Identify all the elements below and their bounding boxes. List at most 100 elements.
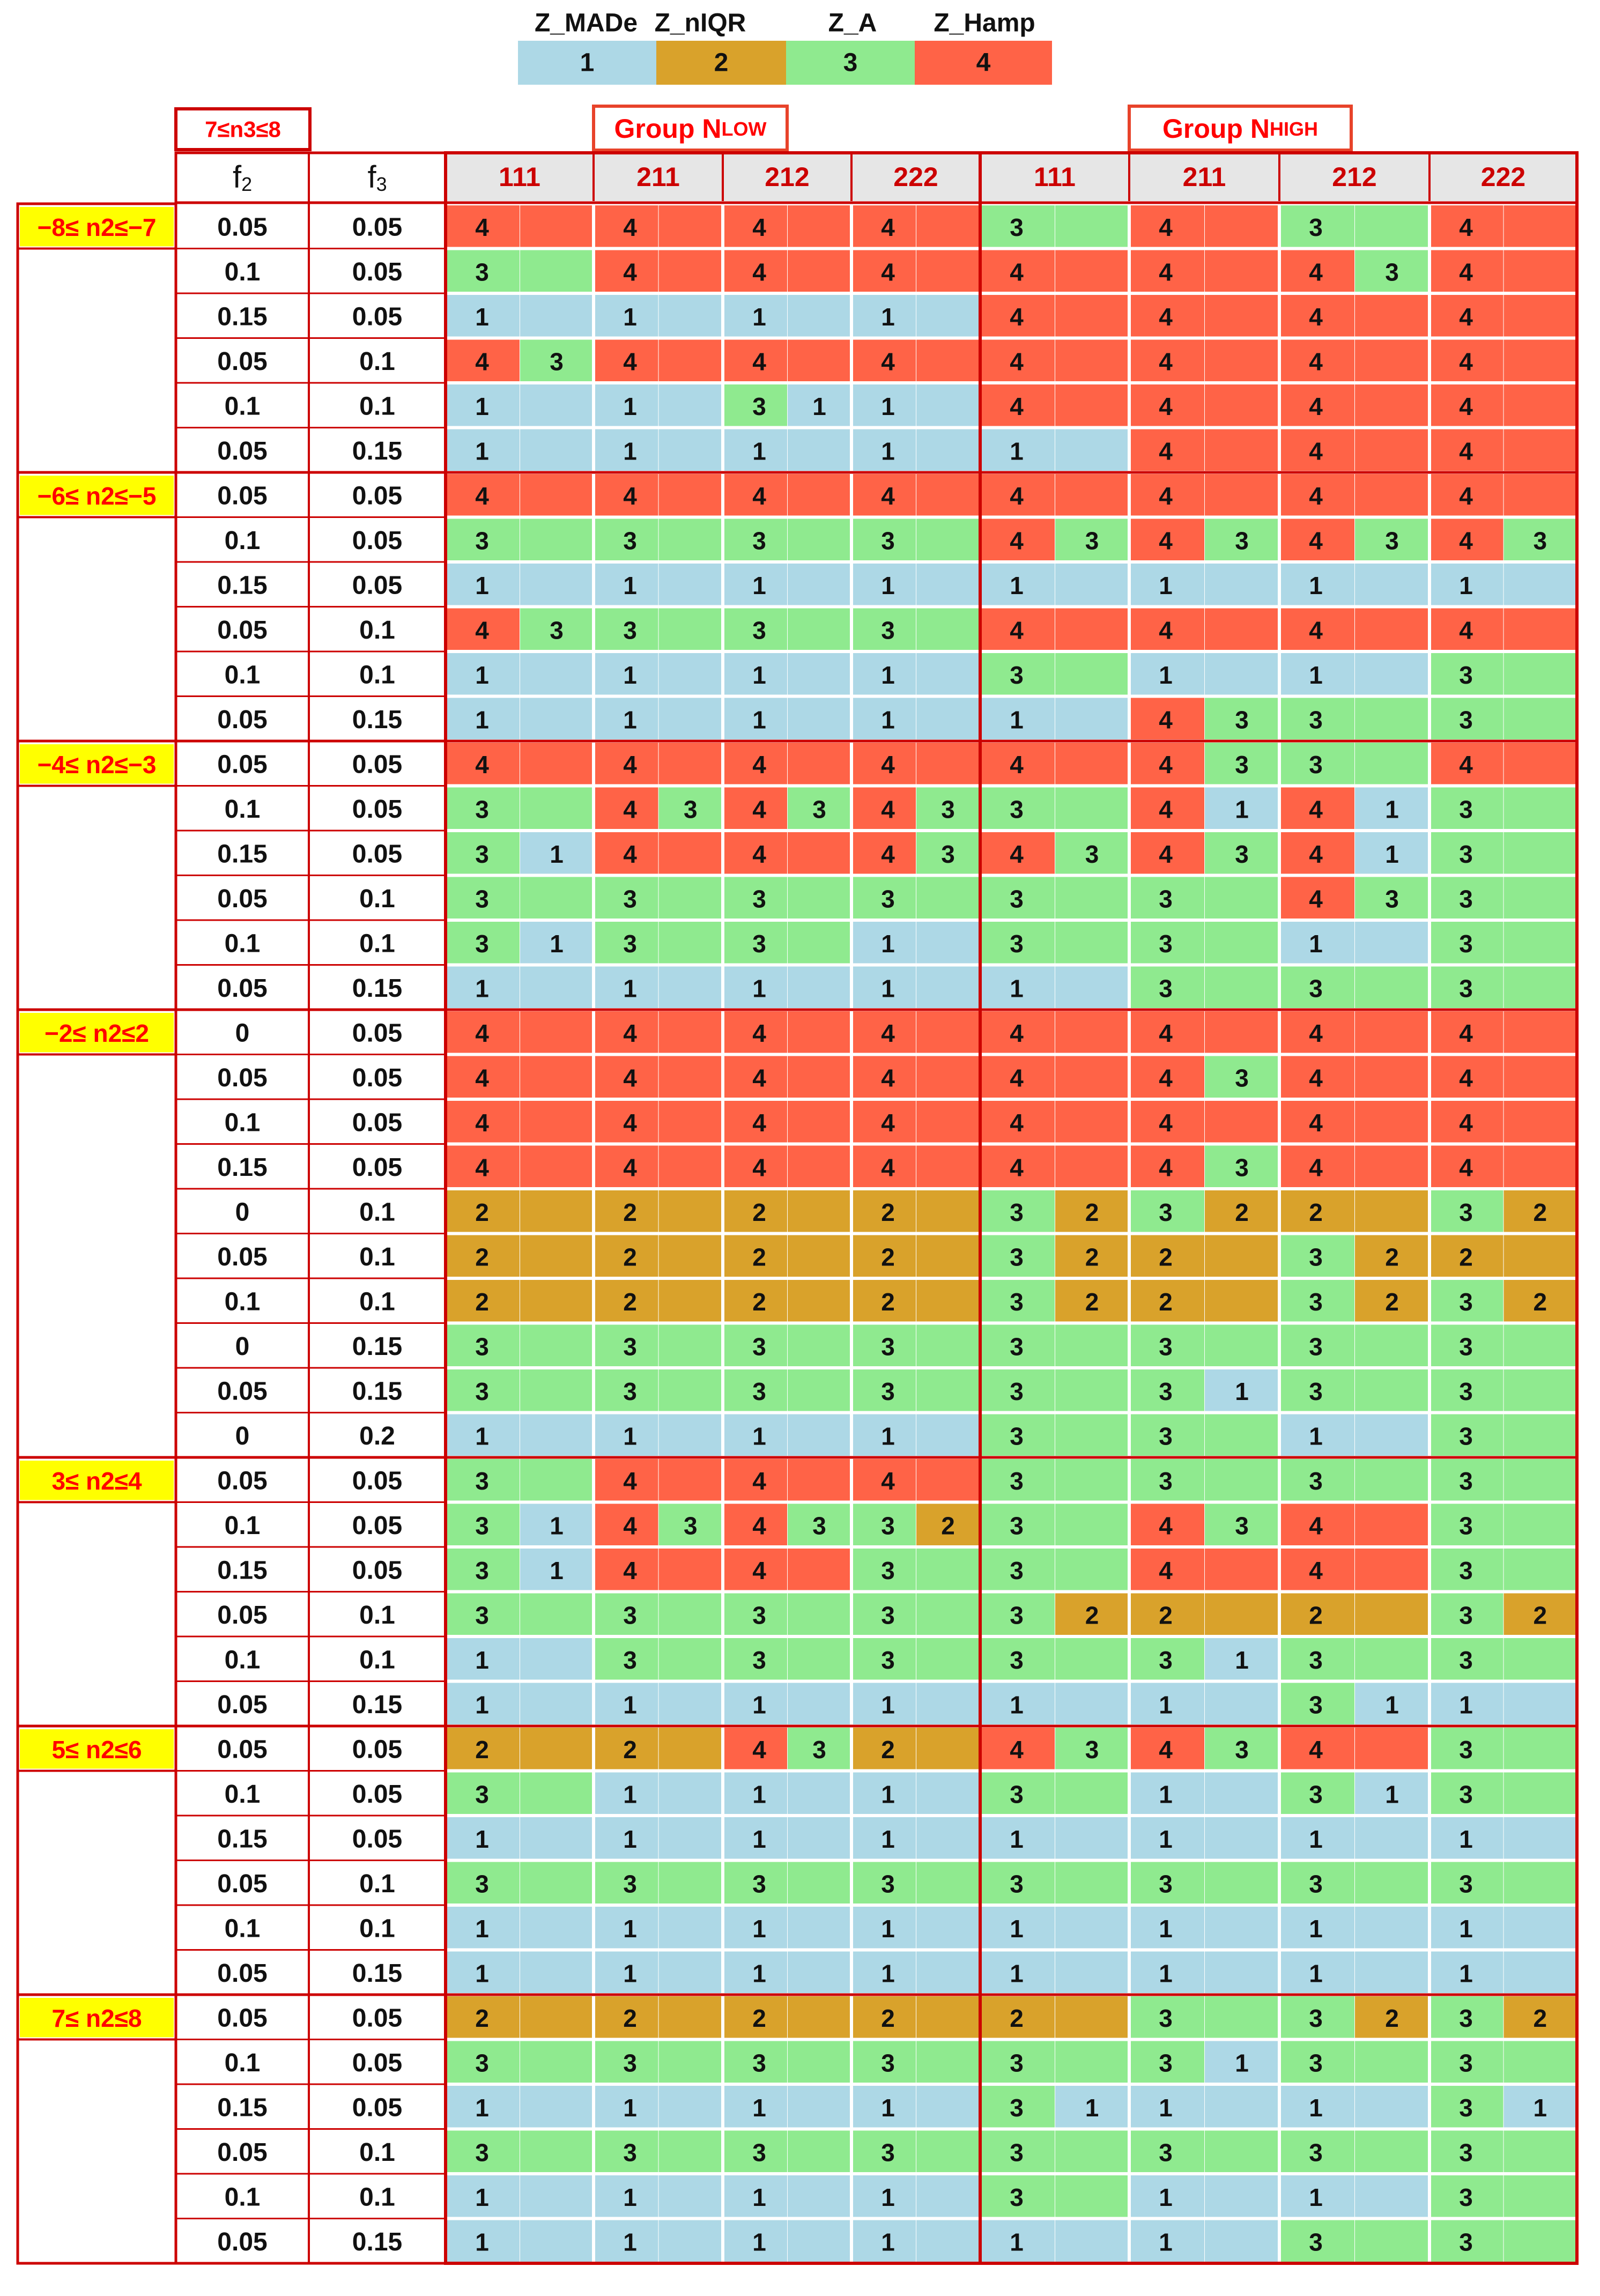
cell-primary-code: 3 <box>1459 1646 1473 1674</box>
cell-primary-code: 1 <box>752 1422 766 1450</box>
cell-secondary <box>520 1011 592 1053</box>
cell-secondary-code: 1 <box>1385 840 1399 868</box>
cell-primary <box>982 564 1055 605</box>
cell-primary-code: 1 <box>1309 1422 1323 1450</box>
cell-secondary <box>1055 1817 1128 1859</box>
cell-primary-code: 4 <box>1309 795 1323 823</box>
cell-primary-code: 3 <box>475 527 489 554</box>
cell-primary <box>447 877 520 919</box>
cell-primary <box>595 295 658 337</box>
cell-secondary <box>788 966 850 1008</box>
cell-primary <box>447 295 520 337</box>
cell-primary-code: 4 <box>1159 840 1173 868</box>
cell-primary <box>1431 698 1503 739</box>
cell-primary-code: 1 <box>623 392 637 420</box>
cell-primary <box>447 2041 520 2083</box>
cell-primary <box>982 1369 1055 1411</box>
cell-secondary <box>1055 922 1128 964</box>
cell-primary-code: 1 <box>1010 1959 1024 1987</box>
cell-primary <box>982 1683 1055 1724</box>
f2-value: 0.05 <box>217 750 267 779</box>
f2-value: 0.05 <box>217 2138 267 2167</box>
cell-primary-code: 3 <box>881 885 895 913</box>
f2-value: 0.05 <box>217 1064 267 1092</box>
f2-value: 0.05 <box>217 347 267 376</box>
cell-primary <box>1131 1951 1204 1993</box>
cell-primary-code: 3 <box>1159 1467 1173 1495</box>
cell-secondary <box>1355 1593 1428 1635</box>
cell-primary-code: 3 <box>1010 213 1024 241</box>
cell-secondary <box>1055 1772 1128 1814</box>
cell-primary <box>595 1145 658 1187</box>
f2-value: 0.05 <box>217 1735 267 1764</box>
cell-primary-code: 1 <box>475 1691 489 1719</box>
cell-secondary <box>658 1907 721 1949</box>
cell-secondary <box>1355 1459 1428 1501</box>
cell-secondary <box>1205 1996 1278 2038</box>
cell-primary <box>724 1280 787 1322</box>
cell-primary-code: 3 <box>1159 974 1173 1002</box>
cell-primary <box>1281 2041 1354 2083</box>
cell-secondary <box>1205 250 1278 292</box>
cell-primary-code: 4 <box>1309 1557 1323 1584</box>
cell-primary <box>1431 608 1503 650</box>
cell-primary <box>595 2086 658 2128</box>
cell-primary <box>1131 922 1204 964</box>
cell-secondary <box>1355 1549 1428 1590</box>
cell-primary <box>447 205 520 247</box>
cell-primary-code: 3 <box>475 840 489 868</box>
cell-primary <box>595 1056 658 1098</box>
cell-primary-code: 2 <box>475 1288 489 1316</box>
cell-secondary <box>1503 1638 1575 1680</box>
cell-primary <box>1131 1459 1204 1501</box>
cell-primary-code: 1 <box>623 974 637 1002</box>
cell-secondary <box>658 608 721 650</box>
cell-primary-code: 1 <box>1010 1825 1024 1853</box>
cell-secondary <box>1055 339 1128 381</box>
cell-secondary <box>658 1190 721 1232</box>
f3-value: 0.15 <box>352 2228 402 2256</box>
f3-value: 0.1 <box>359 347 395 376</box>
cell-secondary <box>788 1817 850 1859</box>
cell-primary-code: 2 <box>1159 1601 1173 1629</box>
cell-primary-code: 1 <box>623 661 637 689</box>
cell-primary <box>853 1056 916 1098</box>
cell-primary-code: 4 <box>623 1109 637 1137</box>
cell-secondary <box>658 1951 721 1993</box>
cell-primary <box>595 1011 658 1053</box>
cell-primary <box>982 2175 1055 2217</box>
cell-secondary <box>1355 1324 1428 1366</box>
cell-primary-code: 1 <box>475 1646 489 1674</box>
f3-value: 0.1 <box>359 661 395 689</box>
cell-primary-code: 3 <box>752 527 766 554</box>
cell-primary <box>982 1549 1055 1590</box>
cell-primary-code: 1 <box>623 1691 637 1719</box>
cell-secondary <box>1355 1056 1428 1098</box>
cell-primary-code: 1 <box>475 572 489 599</box>
cell-primary <box>1431 1951 1503 1993</box>
f2-value: 0.1 <box>225 392 261 420</box>
cell-primary-code: 3 <box>1459 1422 1473 1450</box>
cell-secondary <box>788 1369 850 1411</box>
cell-primary <box>982 1772 1055 1814</box>
cell-secondary <box>1055 1996 1128 2038</box>
f3-value: 0.05 <box>352 2093 402 2122</box>
cell-primary <box>1131 1907 1204 1949</box>
cell-primary-code: 3 <box>752 616 766 644</box>
cell-primary-code: 4 <box>1159 437 1173 465</box>
cell-primary <box>1431 1549 1503 1590</box>
f2-value: 0.05 <box>217 2228 267 2256</box>
cell-primary <box>1281 1235 1354 1277</box>
cell-primary-code: 1 <box>1159 2094 1173 2122</box>
cell-primary <box>982 653 1055 695</box>
cell-primary <box>853 1235 916 1277</box>
cell-primary <box>447 1817 520 1859</box>
cell-secondary-code: 1 <box>1235 1646 1249 1674</box>
cell-primary-code: 3 <box>1459 2094 1473 2122</box>
cell-secondary <box>1055 1056 1128 1098</box>
cell-primary-code: 4 <box>752 840 766 868</box>
cell-secondary <box>1503 1324 1575 1366</box>
cell-primary-code: 4 <box>881 1467 895 1495</box>
cell-primary-code: 3 <box>1010 1377 1024 1405</box>
cell-primary <box>1431 205 1503 247</box>
